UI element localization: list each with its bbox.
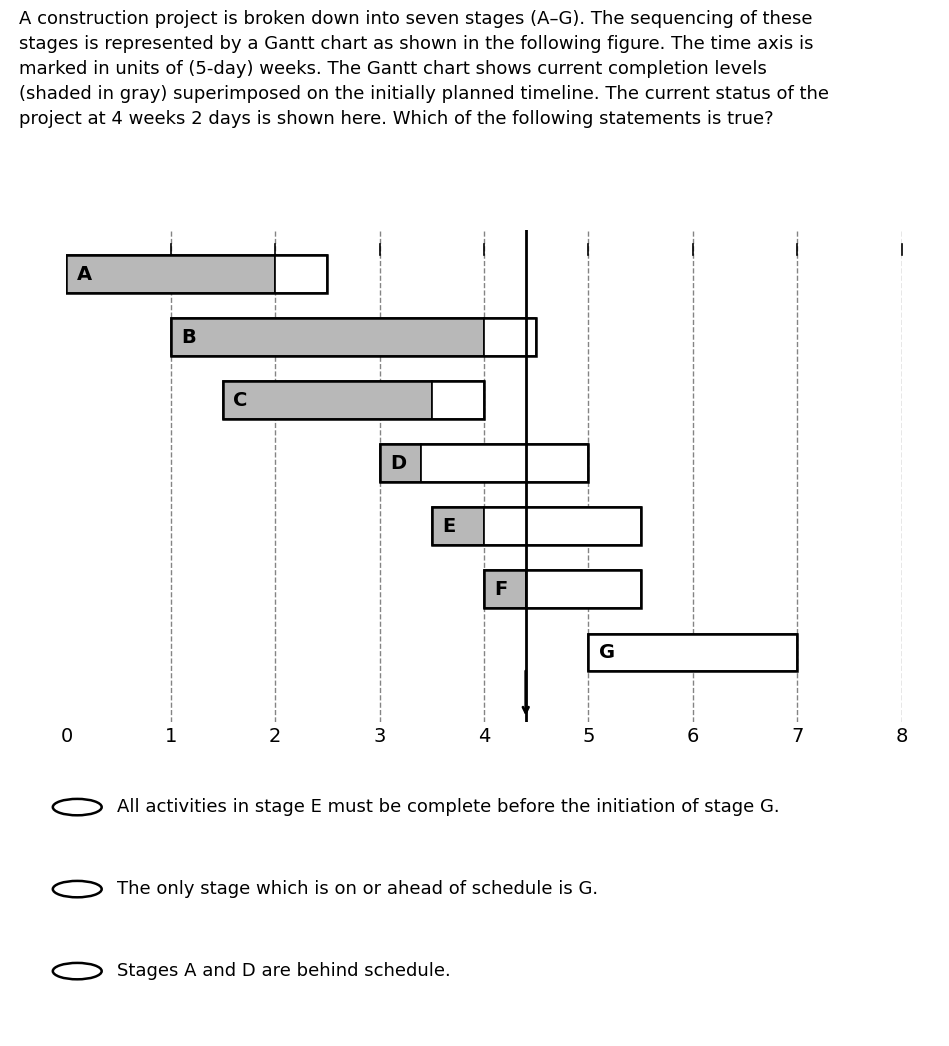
Text: E: E xyxy=(442,517,456,536)
Text: G: G xyxy=(599,643,615,662)
Text: The only stage which is on or ahead of schedule is G.: The only stage which is on or ahead of s… xyxy=(117,880,598,899)
Bar xyxy=(171,318,484,357)
Bar xyxy=(484,570,641,609)
Text: B: B xyxy=(181,327,196,347)
Text: All activities in stage E must be complete before the initiation of stage G.: All activities in stage E must be comple… xyxy=(117,798,779,816)
Bar xyxy=(432,507,641,545)
Bar xyxy=(275,255,327,293)
Text: Stages A and D are behind schedule.: Stages A and D are behind schedule. xyxy=(117,962,450,980)
Text: F: F xyxy=(494,579,508,599)
Text: C: C xyxy=(233,391,248,410)
Bar xyxy=(588,634,797,672)
Bar xyxy=(484,507,641,545)
Bar xyxy=(171,318,536,357)
Bar xyxy=(380,445,588,482)
Text: D: D xyxy=(390,454,406,473)
Bar xyxy=(66,255,327,293)
Text: A construction project is broken down into seven stages (A–G). The sequencing of: A construction project is broken down in… xyxy=(19,10,829,129)
Bar xyxy=(432,382,484,419)
Bar xyxy=(380,445,421,482)
Bar xyxy=(66,255,275,293)
Bar xyxy=(223,382,432,419)
Bar xyxy=(484,318,536,357)
Bar xyxy=(484,570,526,609)
Text: A: A xyxy=(77,265,92,283)
Bar xyxy=(588,634,797,672)
Bar xyxy=(526,570,641,609)
Bar xyxy=(421,445,588,482)
Bar xyxy=(223,382,484,419)
Bar xyxy=(432,507,484,545)
